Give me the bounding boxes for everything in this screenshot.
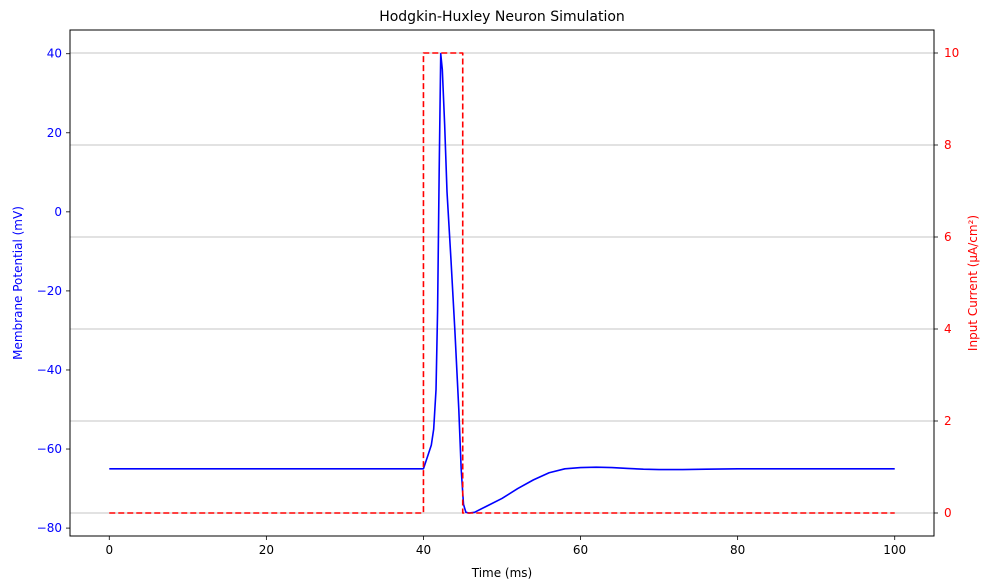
y-tick-label: −80 bbox=[37, 521, 62, 535]
chart-title: Hodgkin-Huxley Neuron Simulation bbox=[379, 9, 625, 25]
x-tick-label: 20 bbox=[259, 543, 274, 557]
x-tick-label: 0 bbox=[105, 543, 113, 557]
y2-tick-label: 4 bbox=[944, 322, 952, 336]
x-axis-title: Time (ms) bbox=[471, 566, 533, 580]
y-tick-label: −60 bbox=[37, 442, 62, 456]
y2-axis-title: Input Current (μA/cm²) bbox=[966, 215, 980, 351]
y-axis-title: Membrane Potential (mV) bbox=[11, 206, 25, 360]
series-layer bbox=[109, 52, 895, 514]
y-tick-label: −40 bbox=[37, 363, 62, 377]
y-tick-label: 0 bbox=[54, 205, 62, 219]
grid bbox=[70, 52, 934, 514]
y-tick-label: 40 bbox=[47, 47, 62, 61]
y-tick-label: −20 bbox=[37, 284, 62, 298]
x-tick-label: 80 bbox=[730, 543, 745, 557]
y2-tick-label: 0 bbox=[944, 506, 952, 520]
x-axis: 0 20 40 60 80 100 bbox=[105, 536, 906, 557]
y-tick-label: 20 bbox=[47, 126, 62, 140]
y2-tick-label: 8 bbox=[944, 138, 952, 152]
y2-tick-label: 6 bbox=[944, 230, 952, 244]
x-tick-label: 40 bbox=[416, 543, 431, 557]
input-current-line bbox=[109, 52, 895, 514]
plot-frame bbox=[69, 29, 935, 537]
y2-tick-label: 2 bbox=[944, 414, 952, 428]
x-tick-label: 100 bbox=[883, 543, 906, 557]
y-axis-right: 0 2 4 6 8 10 bbox=[934, 46, 959, 520]
y-axis-left: −80 −60 −40 −20 0 20 40 bbox=[37, 47, 70, 535]
x-tick-label: 60 bbox=[573, 543, 588, 557]
membrane-potential-line bbox=[109, 52, 895, 514]
y2-tick-label: 10 bbox=[944, 46, 959, 60]
